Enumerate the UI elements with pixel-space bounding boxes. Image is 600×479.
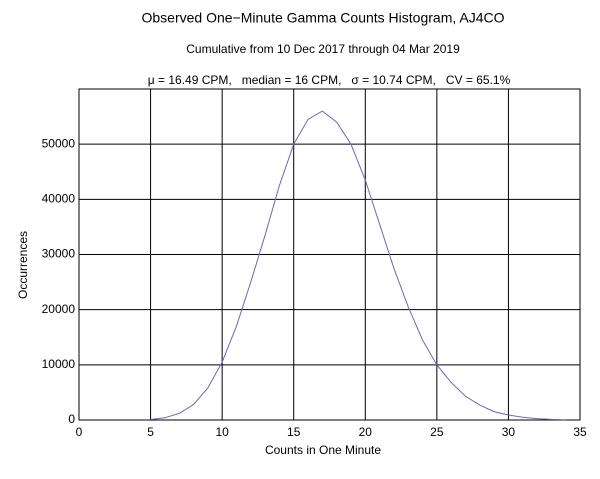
chart-title: Observed One−Minute Gamma Counts Histogr… <box>142 10 505 26</box>
y-tick-label: 40000 <box>42 192 76 206</box>
y-tick-label: 50000 <box>42 136 76 150</box>
chart-stats: μ = 16.49 CPM, median = 16 CPM, σ = 10.7… <box>148 73 511 87</box>
y-tick-label: 30000 <box>42 247 76 261</box>
x-tick-label: 0 <box>76 425 83 439</box>
y-tick-label: 0 <box>68 412 75 426</box>
x-tick-label: 15 <box>287 425 301 439</box>
plot-frame <box>78 88 581 421</box>
x-axis-label: Counts in One Minute <box>265 443 381 457</box>
x-tick-label: 25 <box>430 425 444 439</box>
x-tick-label: 5 <box>147 425 154 439</box>
x-tick-label: 20 <box>359 425 373 439</box>
data-line <box>150 110 566 421</box>
chart-subtitle: Cumulative from 10 Dec 2017 through 04 M… <box>186 42 460 56</box>
y-tick-label: 10000 <box>42 357 76 371</box>
x-tick-label: 30 <box>502 425 516 439</box>
x-tick-label: 10 <box>215 425 229 439</box>
y-axis-label: Occurrences <box>16 231 30 299</box>
y-tick-label: 20000 <box>42 302 76 316</box>
x-tick-label: 35 <box>573 425 587 439</box>
